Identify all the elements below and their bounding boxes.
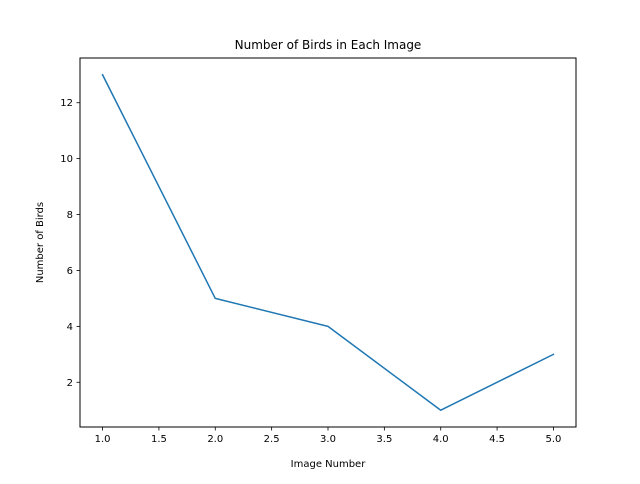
x-tick-label: 2.0 <box>207 434 223 445</box>
series-layer <box>101 73 555 411</box>
y-tick-label: 4 <box>67 322 73 333</box>
y-tick-label: 10 <box>60 154 73 165</box>
y-tick-label: 2 <box>67 378 73 389</box>
y-tick-label: 6 <box>67 266 73 277</box>
x-axis-label: Image Number <box>291 459 367 470</box>
plot-frame <box>79 57 577 428</box>
x-tick-label: 4.5 <box>489 434 505 445</box>
y-axis-ticks: 2 4 6 8 10 12 <box>60 98 80 389</box>
x-tick-label: 2.5 <box>264 434 280 445</box>
x-tick-label: 1.5 <box>151 434 167 445</box>
x-tick-label: 5.0 <box>546 434 562 445</box>
y-axis-label: Number of Birds <box>35 202 46 283</box>
x-tick-label: 3.5 <box>376 434 392 445</box>
series-line-0 <box>101 73 555 411</box>
y-tick-label: 8 <box>67 210 73 221</box>
x-tick-label: 4.0 <box>433 434 449 445</box>
y-tick-label: 12 <box>60 98 73 109</box>
chart-title: Number of Birds in Each Image <box>235 38 422 52</box>
x-tick-label: 1.0 <box>95 434 111 445</box>
plot-area <box>80 58 576 427</box>
x-tick-label: 3.0 <box>320 434 336 445</box>
x-axis-ticks: 1.0 1.5 2.0 2.5 3.0 3.5 4.0 4.5 5.0 <box>95 427 562 445</box>
